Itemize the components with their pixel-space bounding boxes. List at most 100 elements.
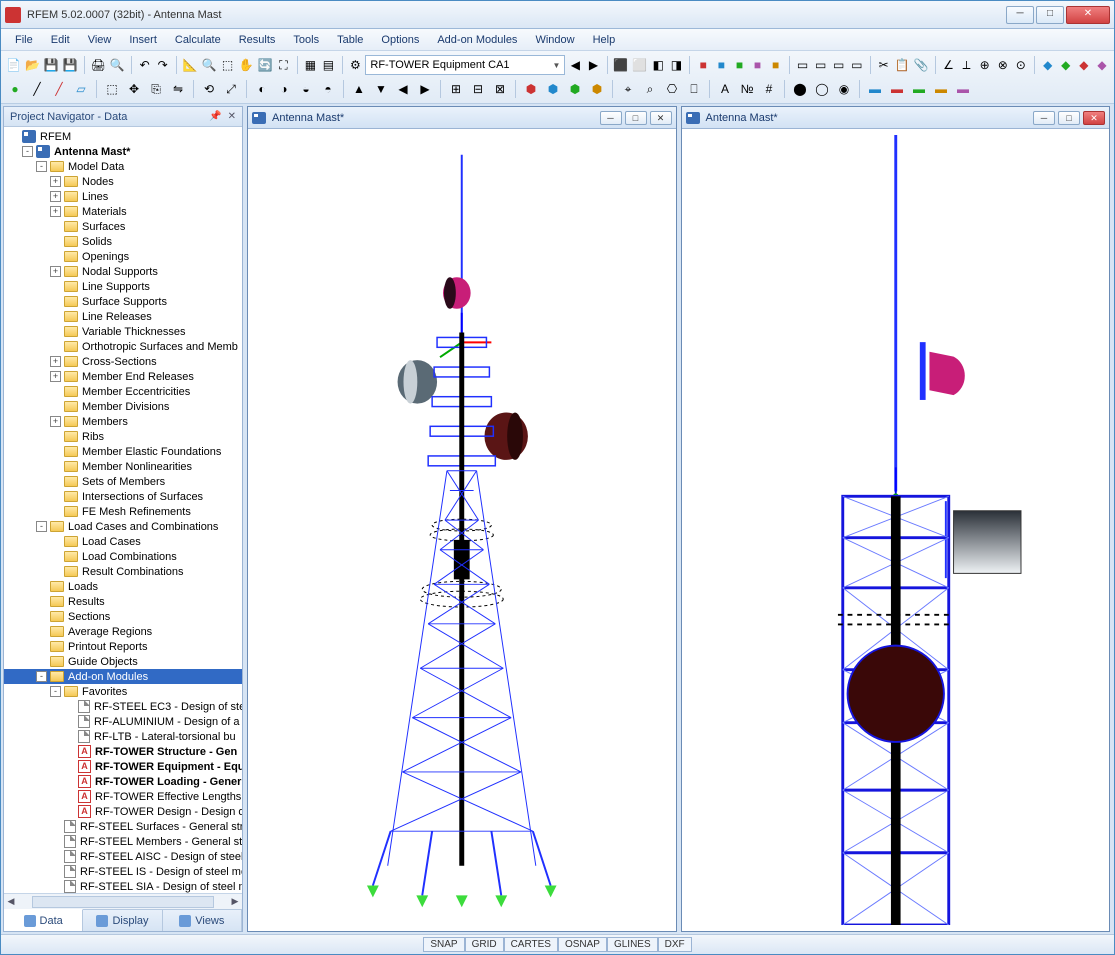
tb2-a2-icon[interactable]: ◑	[274, 79, 294, 99]
menu-help[interactable]: Help	[585, 32, 624, 48]
tb-open-icon[interactable]: 📂	[24, 55, 41, 75]
navigator-hscroll[interactable]: ◀ ▶	[4, 893, 242, 909]
tb2-d2-icon[interactable]: ⬢	[543, 79, 563, 99]
tb-r3-icon[interactable]: ■	[731, 55, 747, 75]
view2-maximize-button[interactable]: □	[1058, 111, 1080, 125]
tree-model-item[interactable]: Member Elastic Foundations	[4, 444, 242, 459]
tb2-g3-icon[interactable]: ◉	[834, 79, 854, 99]
view1-close-button[interactable]: ✕	[650, 111, 672, 125]
view2-close-button[interactable]: ✕	[1083, 111, 1105, 125]
tree-model-item[interactable]: Surface Supports	[4, 294, 242, 309]
tb-c2-icon[interactable]: ◆	[1058, 55, 1074, 75]
tb2-a3-icon[interactable]: ◒	[296, 79, 316, 99]
expander-icon[interactable]: -	[36, 161, 47, 172]
expander-icon[interactable]: +	[50, 191, 61, 202]
tree-steel-item[interactable]: RF-STEEL Surfaces - General stre	[4, 819, 242, 834]
tb2-c1-icon[interactable]: ⊞	[446, 79, 466, 99]
menu-table[interactable]: Table	[329, 32, 371, 48]
expander-icon[interactable]: -	[50, 686, 61, 697]
tree-model-item[interactable]: FE Mesh Refinements	[4, 504, 242, 519]
tb2-a1-icon[interactable]: ◐	[252, 79, 272, 99]
tree-simple-item[interactable]: Results	[4, 594, 242, 609]
tree-model-item[interactable]: Member Nonlinearities	[4, 459, 242, 474]
tb2-d1-icon[interactable]: ⬢	[521, 79, 541, 99]
tb-v3-icon[interactable]: ◧	[650, 55, 666, 75]
menu-edit[interactable]: Edit	[43, 32, 78, 48]
tree-model-item[interactable]: +Nodal Supports	[4, 264, 242, 279]
tb2-e1-icon[interactable]: ⌖	[618, 79, 638, 99]
expander-icon[interactable]: +	[50, 176, 61, 187]
tb-r5-icon[interactable]: ■	[768, 55, 784, 75]
tb-wire-icon[interactable]: ▤	[320, 55, 336, 75]
status-glines[interactable]: GLINES	[607, 937, 658, 952]
tree-model-item[interactable]: +Lines	[4, 189, 242, 204]
tb2-copy-icon[interactable]: ⎘	[146, 79, 166, 99]
menu-view[interactable]: View	[80, 32, 120, 48]
tb-s1-icon[interactable]: ✂	[876, 55, 892, 75]
tb-s3-icon[interactable]: 📎	[913, 55, 930, 75]
tree-model-item[interactable]: Line Releases	[4, 309, 242, 324]
status-grid[interactable]: GRID	[465, 937, 504, 952]
tb-prev-icon[interactable]: ◀	[567, 55, 583, 75]
tb2-mirror-icon[interactable]: ⇋	[168, 79, 188, 99]
expander-icon[interactable]: -	[22, 146, 33, 157]
tb2-c2-icon[interactable]: ⊟	[468, 79, 488, 99]
tb-m4-icon[interactable]: ▭	[849, 55, 865, 75]
tb-s2-icon[interactable]: 📋	[894, 55, 911, 75]
tb-redo-icon[interactable]: ↷	[155, 55, 171, 75]
tree-favorite-item[interactable]: ARF-TOWER Structure - Gen	[4, 744, 242, 759]
tb2-b1-icon[interactable]: ▲	[349, 79, 369, 99]
menu-results[interactable]: Results	[231, 32, 284, 48]
tb-c1-icon[interactable]: ◆	[1040, 55, 1056, 75]
tb-zoomwin-icon[interactable]: ⬚	[219, 55, 235, 75]
tb2-surf-icon[interactable]: ▱	[71, 79, 91, 99]
scrollbar-track[interactable]	[32, 896, 214, 908]
tree-model-item[interactable]: Orthotropic Surfaces and Memb	[4, 339, 242, 354]
tree-favorite-item[interactable]: RF-STEEL EC3 - Design of ste	[4, 699, 242, 714]
tree-model-item[interactable]: +Materials	[4, 204, 242, 219]
tree-addon-modules[interactable]: -Add-on Modules	[4, 669, 242, 684]
tb-calc-icon[interactable]: 📐	[182, 55, 199, 75]
tree-steel-item[interactable]: RF-STEEL AISC - Design of steel m	[4, 849, 242, 864]
expander-icon[interactable]: +	[50, 356, 61, 367]
tb2-g2-icon[interactable]: ◯	[812, 79, 832, 99]
tb-pan-icon[interactable]: ✋	[238, 55, 255, 75]
tree-lc-item[interactable]: Load Combinations	[4, 549, 242, 564]
minimize-button[interactable]: ─	[1006, 6, 1034, 24]
tb-m2-icon[interactable]: ▭	[813, 55, 829, 75]
tree-favorite-item[interactable]: ARF-TOWER Effective Lengths	[4, 789, 242, 804]
expander-icon[interactable]: -	[36, 671, 47, 682]
tb-m1-icon[interactable]: ▭	[794, 55, 810, 75]
tree-favorite-item[interactable]: ARF-TOWER Design - Design o	[4, 804, 242, 819]
tree-model-item[interactable]: +Member End Releases	[4, 369, 242, 384]
tb-v2-icon[interactable]: ⬜	[631, 55, 648, 75]
tb2-f1-icon[interactable]: A	[715, 79, 735, 99]
tree-model-item[interactable]: Ribs	[4, 429, 242, 444]
expander-icon[interactable]: +	[50, 416, 61, 427]
tree-favorite-item[interactable]: ARF-TOWER Equipment - Equ	[4, 759, 242, 774]
tb-r1-icon[interactable]: ■	[695, 55, 711, 75]
tb2-a4-icon[interactable]: ◓	[318, 79, 338, 99]
tb2-member-icon[interactable]: ╱	[49, 79, 69, 99]
tb2-node-icon[interactable]: ●	[5, 79, 25, 99]
menu-options[interactable]: Options	[373, 32, 427, 48]
tree-model-item[interactable]: Sets of Members	[4, 474, 242, 489]
tree-model-item[interactable]: Line Supports	[4, 279, 242, 294]
tb-c4-icon[interactable]: ◆	[1094, 55, 1110, 75]
tb2-d3-icon[interactable]: ⬢	[565, 79, 585, 99]
view1-maximize-button[interactable]: □	[625, 111, 647, 125]
view2-minimize-button[interactable]: ─	[1033, 111, 1055, 125]
tree-model-item[interactable]: +Cross-Sections	[4, 354, 242, 369]
tb2-f3-icon[interactable]: #	[759, 79, 779, 99]
tb-next-icon[interactable]: ▶	[585, 55, 601, 75]
status-cartes[interactable]: CARTES	[504, 937, 558, 952]
tree-model-item[interactable]: Surfaces	[4, 219, 242, 234]
tree-model-item[interactable]: Member Eccentricities	[4, 384, 242, 399]
tree-root[interactable]: RFEM	[4, 129, 242, 144]
tab-data[interactable]: Data	[4, 909, 83, 931]
tree-model-item[interactable]: +Nodes	[4, 174, 242, 189]
menu-window[interactable]: Window	[527, 32, 582, 48]
expander-icon[interactable]: +	[50, 266, 61, 277]
tb-undo-icon[interactable]: ↶	[137, 55, 153, 75]
tb-saveall-icon[interactable]: 💾	[62, 55, 79, 75]
